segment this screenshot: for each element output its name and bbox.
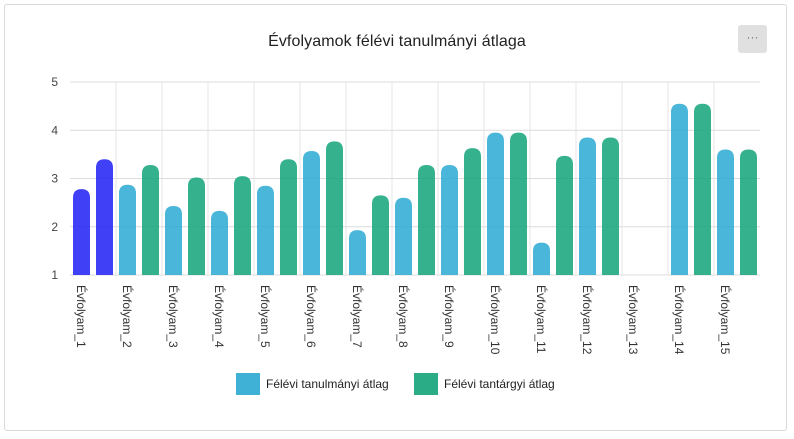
- bar-tanulmanyi-7[interactable]: [349, 230, 366, 275]
- bar-tantargyi-12[interactable]: [602, 137, 619, 275]
- x-tick-label: Évfolyam_2: [120, 285, 135, 348]
- y-tick-label: 3: [51, 172, 58, 186]
- bar-tanulmanyi-2[interactable]: [119, 184, 136, 275]
- bar-tantargyi-9[interactable]: [464, 148, 481, 275]
- legend-swatch[interactable]: [236, 373, 260, 395]
- bar-tanulmanyi-3[interactable]: [165, 206, 182, 275]
- bar-tanulmanyi-11[interactable]: [533, 242, 550, 275]
- x-tick-label: Évfolyam_3: [166, 285, 181, 348]
- bar-tantargyi-11[interactable]: [556, 155, 573, 275]
- bar-tantargyi-6[interactable]: [326, 141, 343, 275]
- legend-label[interactable]: Félévi tanulmányi átlag: [266, 377, 389, 391]
- bar-tantargyi-10[interactable]: [510, 132, 527, 275]
- bar-tanulmanyi-10[interactable]: [487, 132, 504, 275]
- x-tick-label: Évfolyam_8: [396, 285, 411, 348]
- bar-tanulmanyi-8[interactable]: [395, 197, 412, 275]
- legend-label[interactable]: Félévi tantárgyi átlag: [444, 377, 555, 391]
- x-tick-label: Évfolyam_9: [442, 285, 457, 348]
- x-tick-label: Évfolyam_13: [626, 285, 641, 355]
- bar-tantargyi-15[interactable]: [740, 149, 757, 275]
- x-tick-label: Évfolyam_5: [258, 285, 273, 348]
- x-tick-label: Évfolyam_1: [74, 285, 89, 348]
- x-tick-label: Évfolyam_10: [488, 285, 503, 355]
- chart-menu-button[interactable]: ···: [738, 25, 767, 53]
- bar-tanulmanyi-15[interactable]: [717, 149, 734, 275]
- y-tick-label: 2: [51, 220, 58, 234]
- bar-tanulmanyi-14[interactable]: [671, 103, 688, 276]
- bar-tanulmanyi-6[interactable]: [303, 150, 320, 275]
- x-tick-label: Évfolyam_14: [672, 285, 687, 355]
- bar-tantargyi-7[interactable]: [372, 195, 389, 275]
- x-tick-label: Évfolyam_11: [534, 285, 549, 354]
- bar-tantargyi-1[interactable]: [96, 159, 113, 275]
- bar-tanulmanyi-12[interactable]: [579, 137, 596, 275]
- bar-tanulmanyi-5[interactable]: [257, 185, 274, 275]
- legend-swatch[interactable]: [414, 373, 438, 395]
- bar-tanulmanyi-9[interactable]: [441, 164, 458, 275]
- bar-tanulmanyi-4[interactable]: [211, 210, 228, 275]
- x-tick-label: Évfolyam_4: [212, 285, 227, 348]
- y-tick-label: 4: [51, 123, 58, 137]
- x-tick-label: Évfolyam_6: [304, 285, 319, 348]
- x-tick-label: Évfolyam_7: [350, 285, 365, 348]
- bar-tantargyi-3[interactable]: [188, 177, 205, 275]
- bar-tantargyi-2[interactable]: [142, 164, 159, 275]
- y-tick-label: 1: [51, 268, 58, 282]
- x-tick-label: Évfolyam_12: [580, 285, 595, 355]
- bar-tantargyi-14[interactable]: [694, 103, 711, 276]
- bar-tantargyi-8[interactable]: [418, 164, 435, 275]
- bar-tantargyi-5[interactable]: [280, 159, 297, 275]
- bar-tantargyi-4[interactable]: [234, 176, 251, 275]
- y-tick-label: 5: [51, 75, 58, 89]
- bar-tanulmanyi-1[interactable]: [73, 189, 90, 275]
- chart-title: Évfolyamok félévi tanulmányi átlaga: [268, 33, 526, 50]
- x-tick-label: Évfolyam_15: [718, 285, 733, 355]
